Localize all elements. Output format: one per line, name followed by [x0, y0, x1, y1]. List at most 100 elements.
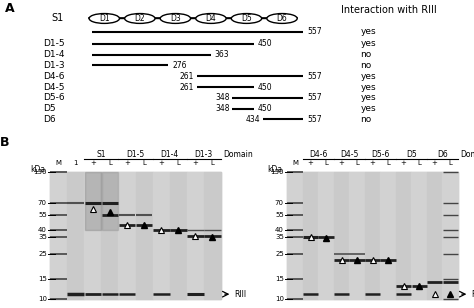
- Text: 55: 55: [275, 212, 284, 218]
- Bar: [380, 172, 396, 299]
- Text: RIII: RIII: [235, 290, 246, 299]
- Bar: [287, 172, 303, 299]
- Text: D5: D5: [406, 149, 417, 159]
- Bar: [318, 172, 334, 299]
- Text: 434: 434: [246, 115, 261, 124]
- Bar: [442, 172, 458, 299]
- Text: 450: 450: [257, 39, 272, 48]
- Bar: [303, 172, 318, 299]
- Bar: [101, 172, 118, 299]
- Bar: [349, 172, 365, 299]
- Text: D6: D6: [437, 149, 448, 159]
- Text: no: no: [360, 115, 372, 124]
- Text: 70: 70: [275, 200, 284, 206]
- Text: yes: yes: [360, 39, 376, 48]
- Text: D6: D6: [43, 115, 55, 124]
- Text: yes: yes: [360, 27, 376, 36]
- Bar: [50, 172, 67, 299]
- Text: Interaction with RIII: Interaction with RIII: [341, 5, 437, 14]
- Text: 130: 130: [33, 169, 47, 175]
- Text: 70: 70: [38, 200, 47, 206]
- Text: D3: D3: [170, 14, 181, 23]
- Text: 35: 35: [38, 234, 47, 240]
- Text: L: L: [386, 160, 390, 166]
- Text: 450: 450: [257, 104, 272, 113]
- Text: M: M: [292, 160, 298, 166]
- Text: 261: 261: [180, 83, 194, 91]
- Bar: [396, 172, 411, 299]
- Text: 130: 130: [270, 169, 284, 175]
- Text: D4-6: D4-6: [43, 72, 64, 81]
- Text: RIII: RIII: [472, 290, 474, 299]
- Text: Domain: Domain: [223, 149, 253, 159]
- Circle shape: [160, 14, 191, 23]
- Text: +: +: [432, 160, 438, 166]
- Text: A: A: [5, 2, 14, 14]
- Bar: [287, 172, 458, 299]
- Text: 15: 15: [275, 276, 284, 282]
- Text: +: +: [370, 160, 375, 166]
- Bar: [85, 172, 100, 230]
- Circle shape: [196, 14, 226, 23]
- Text: D6: D6: [277, 14, 287, 23]
- Text: D2: D2: [135, 14, 145, 23]
- Text: 1: 1: [73, 160, 78, 166]
- Text: 40: 40: [38, 227, 47, 233]
- Text: D1-3: D1-3: [43, 61, 64, 70]
- Text: kDa: kDa: [30, 164, 46, 174]
- Text: 557: 557: [307, 27, 322, 36]
- Text: +: +: [192, 160, 198, 166]
- Text: 348: 348: [215, 93, 230, 102]
- Text: yes: yes: [360, 83, 376, 91]
- Text: L: L: [355, 160, 359, 166]
- Circle shape: [267, 14, 297, 23]
- Text: Domain: Domain: [460, 149, 474, 159]
- Text: D1-4: D1-4: [43, 50, 64, 59]
- Text: D1-4: D1-4: [161, 149, 179, 159]
- Text: 55: 55: [38, 212, 47, 218]
- Text: B: B: [0, 136, 9, 149]
- Text: 25: 25: [275, 251, 284, 257]
- Text: D4-5: D4-5: [340, 149, 358, 159]
- Bar: [50, 172, 221, 299]
- Text: +: +: [158, 160, 164, 166]
- Text: 348: 348: [215, 104, 230, 113]
- Text: +: +: [90, 160, 96, 166]
- Text: +: +: [308, 160, 313, 166]
- Bar: [334, 172, 349, 299]
- Bar: [204, 172, 221, 299]
- Text: 557: 557: [307, 72, 322, 81]
- Circle shape: [125, 14, 155, 23]
- Text: kDa: kDa: [267, 164, 283, 174]
- Circle shape: [89, 14, 119, 23]
- Text: yes: yes: [360, 104, 376, 113]
- Bar: [427, 172, 442, 299]
- Text: D4-6: D4-6: [309, 149, 328, 159]
- Text: +: +: [338, 160, 345, 166]
- Text: M: M: [56, 160, 62, 166]
- Text: no: no: [360, 61, 372, 70]
- Text: S1: S1: [52, 14, 64, 23]
- Bar: [365, 172, 380, 299]
- Text: yes: yes: [360, 93, 376, 102]
- Text: D1-5: D1-5: [127, 149, 145, 159]
- Text: L: L: [108, 160, 112, 166]
- Bar: [67, 172, 84, 299]
- Bar: [187, 172, 204, 299]
- Text: 15: 15: [38, 276, 47, 282]
- Text: D1-5: D1-5: [43, 39, 64, 48]
- Text: L: L: [142, 160, 146, 166]
- Text: D5-6: D5-6: [43, 93, 64, 102]
- Bar: [84, 172, 101, 299]
- Text: D4-5: D4-5: [43, 83, 64, 91]
- Text: S1: S1: [97, 149, 106, 159]
- Bar: [153, 172, 170, 299]
- Text: 557: 557: [307, 93, 322, 102]
- Text: 363: 363: [215, 50, 229, 59]
- Text: D1-3: D1-3: [195, 149, 213, 159]
- Bar: [170, 172, 187, 299]
- Text: L: L: [417, 160, 421, 166]
- Bar: [102, 172, 118, 230]
- Text: +: +: [401, 160, 407, 166]
- Text: D5-6: D5-6: [371, 149, 390, 159]
